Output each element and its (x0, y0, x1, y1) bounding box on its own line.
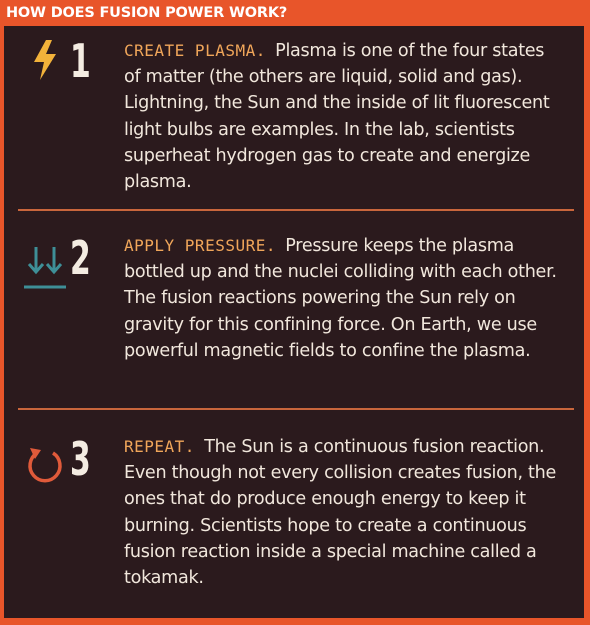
down-arrows-icon (24, 247, 66, 289)
step-1: 1 CREATE PLASMA. Plasma is one of the fo… (4, 26, 584, 211)
step-body-1: Plasma is one of the four states of matt… (124, 41, 550, 193)
step-number-1: 1 (70, 34, 91, 88)
step-number-3: 3 (70, 432, 91, 486)
step-text-2: APPLY PRESSURE. Pressure keeps the plasm… (124, 233, 564, 364)
step-heading-1: CREATE PLASMA. (124, 41, 266, 60)
step-text-3: REPEAT. The Sun is a continuous fusion r… (124, 434, 564, 591)
repeat-icon (28, 448, 62, 483)
step-body-2: Pressure keeps the plasma bottled up and… (124, 236, 557, 361)
step-number-2: 2 (70, 231, 91, 285)
step-3: 3 REPEAT. The Sun is a continuous fusion… (4, 410, 584, 618)
step-heading-2: APPLY PRESSURE. (124, 236, 276, 255)
step-2: 2 APPLY PRESSURE. Pressure keeps the pla… (4, 211, 584, 411)
step-body-3: The Sun is a continuous fusion reaction.… (124, 437, 557, 589)
header-bar: HOW DOES FUSION POWER WORK? (0, 0, 590, 26)
lightning-bolt-icon (34, 40, 56, 80)
step-text-1: CREATE PLASMA. Plasma is one of the four… (124, 38, 564, 195)
steps-panel: 1 CREATE PLASMA. Plasma is one of the fo… (4, 26, 584, 618)
divider-1 (18, 209, 574, 211)
header-title: HOW DOES FUSION POWER WORK? (6, 5, 288, 21)
step-heading-3: REPEAT. (124, 437, 195, 456)
divider-2 (18, 408, 574, 410)
